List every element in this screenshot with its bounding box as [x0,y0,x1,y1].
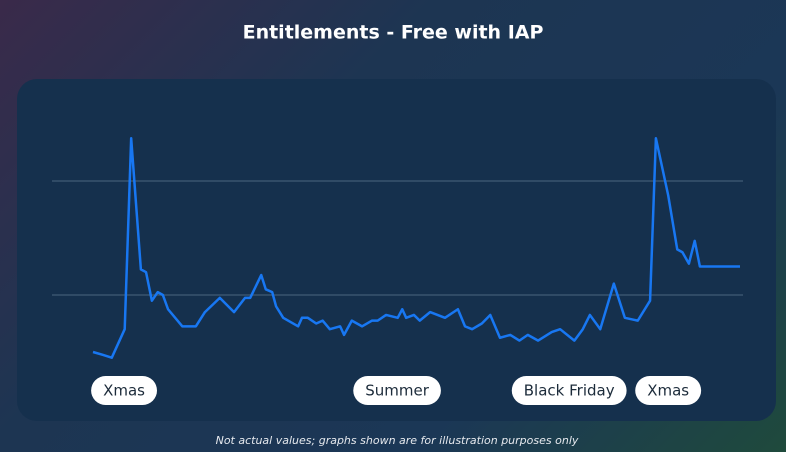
annotation-label: Xmas [103,382,145,400]
annotation-pill [353,376,441,405]
chart-panel [17,79,776,421]
annotation-pill [635,376,702,405]
annotation-label: Summer [365,382,429,400]
chart-title: Entitlements - Free with IAP [243,22,544,44]
annotation-label: Black Friday [524,382,615,400]
annotation-pill [91,376,158,405]
footnote: Not actual values; graphs shown are for … [216,434,579,447]
data-line [92,137,740,359]
annotation-pill [511,376,627,405]
annotation-label: Xmas [647,382,689,400]
